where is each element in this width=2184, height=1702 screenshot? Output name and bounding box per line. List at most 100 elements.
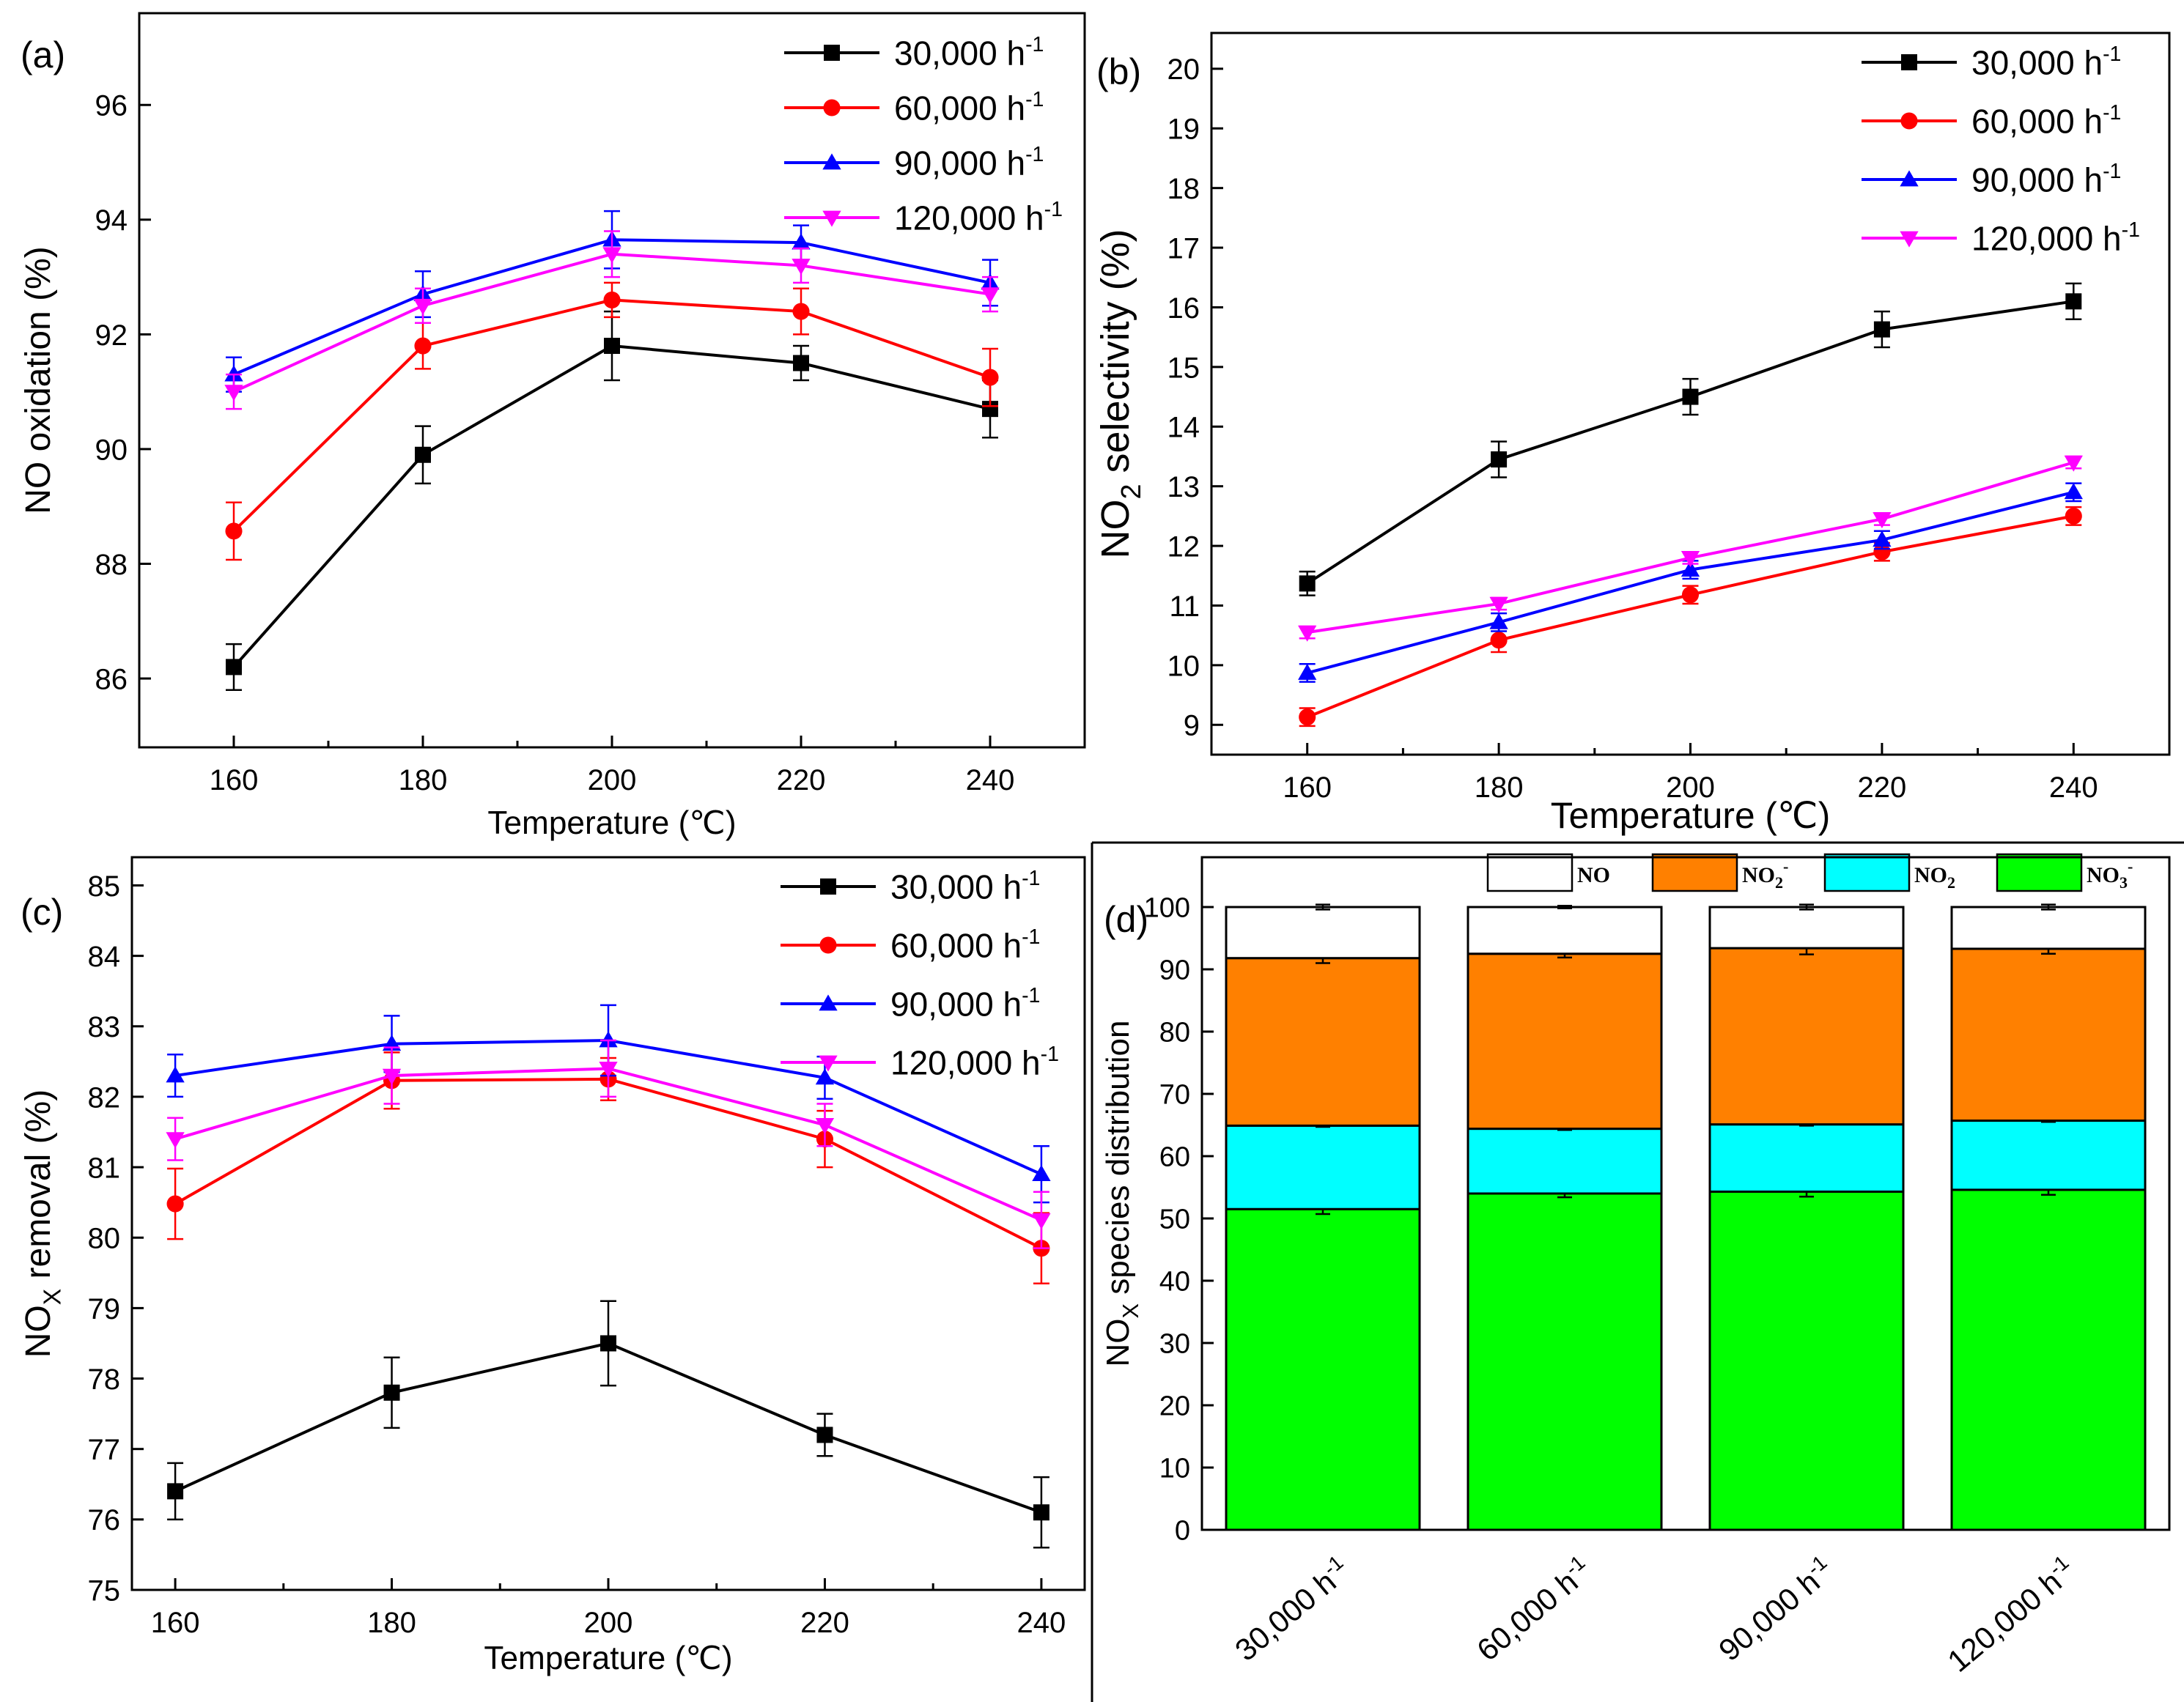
data-point: [413, 298, 432, 315]
x-tick-label: 200: [584, 1607, 633, 1639]
data-point: [600, 1335, 616, 1352]
bar-segment-NO2-: [1708, 947, 1905, 1126]
legend-label-subscript: 2: [1947, 873, 1955, 892]
x-axis-label: Temperature (℃): [487, 805, 736, 841]
legend-label: 60,000 h-1: [890, 925, 1040, 964]
data-point: [603, 291, 621, 308]
series-line: [1306, 300, 2074, 585]
y-tick-label: 100: [1144, 893, 1190, 924]
series-2: [1298, 482, 2083, 683]
plot-frame: [138, 12, 1086, 749]
series-line: [1307, 461, 2074, 634]
bar-segment-NO: [1467, 906, 1663, 955]
panel-label: (d): [1104, 899, 1148, 940]
legend-label-superscript: -1: [1025, 88, 1044, 111]
data-point: [1873, 512, 1892, 529]
data-point: [599, 1031, 618, 1048]
y-tick-label: 79: [88, 1293, 121, 1325]
y-tick-label: 92: [95, 319, 128, 352]
legend-label-superscript: -1: [1025, 33, 1044, 56]
data-point: [224, 385, 243, 402]
data-point: [816, 1427, 833, 1443]
legend: NO NO2- NO2 NO3-: [1486, 853, 2133, 892]
legend-label-superscript: -1: [1044, 198, 1063, 221]
legend: 30,000 h-1 60,000 h-1 90,000 h-1 120,000 h-…: [781, 867, 1059, 1082]
series-0: [167, 1300, 1049, 1549]
legend-label: 30,000 h-1: [894, 33, 1044, 72]
y-tick-label: 10: [1159, 1454, 1190, 1484]
data-point: [225, 522, 243, 540]
y-tick-label: 19: [1167, 114, 1200, 146]
y-tick-label: 0: [1175, 1516, 1190, 1547]
data-point: [382, 1068, 402, 1085]
y-tick-label: 11: [1169, 591, 1200, 623]
x-tick-label: 220: [800, 1607, 849, 1639]
x-tick-label: 240: [2049, 772, 2098, 804]
y-tick-label: 10: [1167, 650, 1200, 682]
legend-marker: [1901, 54, 1917, 70]
bar-segment-NO3-: [1950, 1188, 2147, 1531]
y-tick-label: 83: [88, 1011, 121, 1043]
data-point: [166, 1132, 185, 1149]
legend-label: 90,000 h-1: [894, 143, 1044, 182]
legend-swatch: [1651, 853, 1738, 892]
series-0: [1299, 282, 2082, 596]
data-point: [792, 233, 811, 250]
series-3: [224, 230, 1000, 410]
data-point: [166, 1066, 185, 1083]
data-point: [1681, 586, 1700, 604]
series-0: [226, 310, 998, 691]
legend-marker: [824, 45, 840, 61]
category-label: 60,000 h-1: [1469, 1551, 1598, 1668]
data-point: [1032, 1165, 1051, 1182]
data-point: [982, 401, 998, 418]
y-tick-label: 80: [88, 1223, 121, 1255]
plot-frame: [130, 856, 1086, 1591]
y-axis-label: NO2 selectivity (%): [1093, 229, 1147, 558]
legend-label-subscript: 2: [1775, 873, 1783, 892]
data-point: [1873, 543, 1891, 560]
legend-label-superscript: -1: [2103, 42, 2121, 66]
data-point: [602, 247, 621, 264]
y-tick-label: 84: [88, 941, 121, 973]
bar-segment-NO: [1225, 906, 1421, 960]
legend-label: NO3-: [2087, 857, 2133, 892]
bar-segment-NO3-: [1225, 1207, 1421, 1531]
legend-label-superscript: -1: [2103, 160, 2121, 183]
legend-label: NO: [1577, 863, 1610, 887]
data-point: [383, 1384, 400, 1401]
legend-label-superscript: -1: [1022, 925, 1040, 949]
y-axis-label-subscript: 2: [1116, 484, 1147, 500]
data-point: [792, 259, 811, 275]
x-tick-label: 180: [399, 764, 448, 796]
panel-label: (a): [21, 34, 65, 75]
legend-label: 120,000 h-1: [890, 1043, 1059, 1081]
legend-label-superscript: -1: [1022, 867, 1040, 890]
data-point: [1682, 388, 1699, 405]
y-axis-label-subscript: X: [1118, 1303, 1143, 1319]
bar-segment-NO: [1708, 906, 1905, 950]
data-point: [815, 1118, 835, 1135]
chart-panel-1: (b) 9 10 11 12 13 14 15 16 17 18 19 20 NO2 selectivit…: [1093, 32, 2171, 836]
y-tick-label: 18: [1167, 173, 1200, 205]
series-line: [232, 344, 991, 668]
bar-segment-NO2: [1467, 1128, 1663, 1195]
category-label: 30,000 h-1: [1227, 1551, 1356, 1668]
y-tick-label: 80: [1159, 1018, 1190, 1048]
legend-marker: [819, 994, 838, 1011]
legend-label: 90,000 h-1: [1971, 160, 2121, 199]
y-tick-label: 88: [95, 549, 128, 581]
y-tick-label: 85: [88, 870, 121, 903]
data-point: [2065, 507, 2082, 525]
data-point: [1489, 596, 1508, 613]
data-point: [793, 355, 809, 371]
x-tick-label: 220: [777, 764, 826, 796]
legend-label: 120,000 h-1: [1971, 218, 2140, 257]
legend-label-superscript: -1: [1022, 984, 1040, 1007]
y-tick-label: 20: [1159, 1391, 1190, 1422]
legend-label: 60,000 h-1: [1971, 101, 2121, 140]
bar-segment-NO3-: [1467, 1192, 1663, 1531]
y-tick-label: 30: [1159, 1329, 1190, 1360]
legend-swatch: [1486, 853, 1574, 892]
data-point: [2064, 483, 2083, 500]
